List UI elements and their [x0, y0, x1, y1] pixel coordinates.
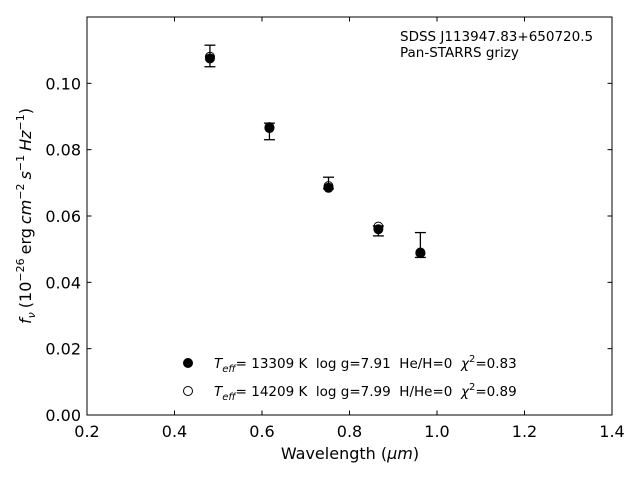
legend-marker-filled [183, 358, 193, 368]
model-point-filled [373, 224, 384, 235]
model-point-open [373, 221, 384, 232]
y-tick-label: 0.00 [45, 406, 81, 425]
x-axis-label: Wavelength (μm) [281, 444, 419, 463]
model-point-open [323, 181, 334, 192]
x-tick-label: 0.2 [74, 422, 99, 441]
annotation-object-name: SDSS J113947.83+650720.5 [400, 29, 593, 45]
axis-ticks: 0.2 0.4 0.6 0.8 1.0 1.2 1.4 0.00 0.02 0.04 0.06 0.0… [45, 17, 625, 441]
x-tick-label: 0.4 [162, 422, 187, 441]
y-axis-label: fν(10−26ergcm−2s−1Hz−1) [14, 108, 38, 324]
y-tick-label: 0.08 [45, 141, 81, 160]
y-tick-label: 0.06 [45, 207, 81, 226]
annotation-photometry: Pan-STARRS grizy [400, 45, 519, 61]
y-tick-label: 0.02 [45, 340, 81, 359]
model-point-open [415, 247, 426, 258]
x-tick-label: 0.6 [249, 422, 274, 441]
data-points [204, 51, 426, 259]
legend-label-1: Teff= 13309 K log g=7.91 He/H=0 χ2=0.83 [214, 354, 517, 375]
x-tick-label: 1.0 [424, 422, 449, 441]
error-bars [204, 44, 426, 259]
x-tick-label: 1.2 [512, 422, 537, 441]
legend-marker-open [183, 386, 193, 396]
x-tick-label: 1.4 [599, 422, 624, 441]
y-tick-label: 0.10 [45, 74, 81, 93]
legend-label-2: Teff= 14209 K log g=7.99 H/He=0 χ2=0.89 [214, 382, 517, 403]
y-tick-label: 0.04 [45, 273, 81, 292]
model-point-open [204, 51, 215, 62]
x-tick-label: 0.8 [337, 422, 362, 441]
legend: Teff= 13309 K log g=7.91 He/H=0 χ2=0.83 … [183, 354, 517, 403]
model-point-open [264, 122, 275, 133]
